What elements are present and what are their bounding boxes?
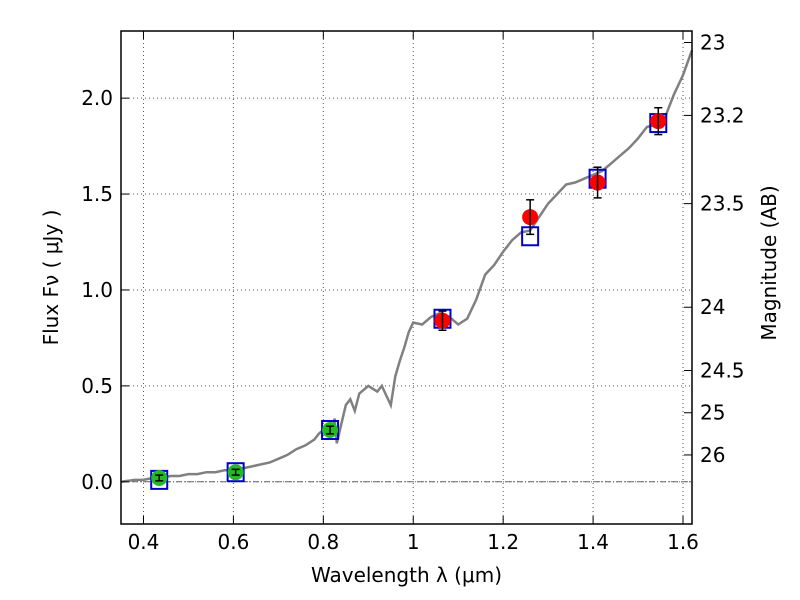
grid bbox=[121, 31, 692, 524]
x-tick-label: 1.4 bbox=[577, 530, 609, 554]
x-axis-label: Wavelength λ (μm) bbox=[311, 563, 502, 587]
y-axis-label: Flux Fν ( μJy ) bbox=[39, 210, 63, 346]
x-tick-label: 0.8 bbox=[307, 530, 339, 554]
mag-tick-label: 25 bbox=[700, 401, 725, 425]
x-tick-label: 1.6 bbox=[667, 530, 699, 554]
right-axis-label: Magnitude (AB) bbox=[757, 185, 781, 340]
mag-tick-label: 24 bbox=[700, 295, 725, 319]
y-tick-label: 0.5 bbox=[81, 374, 113, 398]
x-tick-label: 1 bbox=[407, 530, 420, 554]
axis-ticks: 0.4 0.6 0.8 1 1.2 1.4 1.6 0.0 0.5 1.0 1.5 2.0 23 23.2… bbox=[81, 31, 744, 554]
mag-tick-label: 24.5 bbox=[700, 359, 745, 383]
y-tick-label: 0.0 bbox=[81, 470, 113, 494]
mag-tick-label: 23.5 bbox=[700, 192, 745, 216]
plot-frame bbox=[120, 30, 693, 525]
x-tick-label: 0.4 bbox=[128, 530, 160, 554]
y-tick-label: 1.0 bbox=[81, 278, 113, 302]
model-spectrum-line bbox=[120, 49, 694, 484]
data-points bbox=[150, 106, 668, 490]
y-tick-label: 1.5 bbox=[81, 182, 113, 206]
x-tick-label: 0.6 bbox=[217, 530, 249, 554]
y-tick-label: 2.0 bbox=[81, 86, 113, 110]
mag-tick-label: 23 bbox=[700, 31, 725, 55]
mag-tick-label: 26 bbox=[700, 443, 725, 467]
mag-tick-label: 23.2 bbox=[700, 103, 745, 127]
x-tick-label: 1.2 bbox=[487, 530, 519, 554]
